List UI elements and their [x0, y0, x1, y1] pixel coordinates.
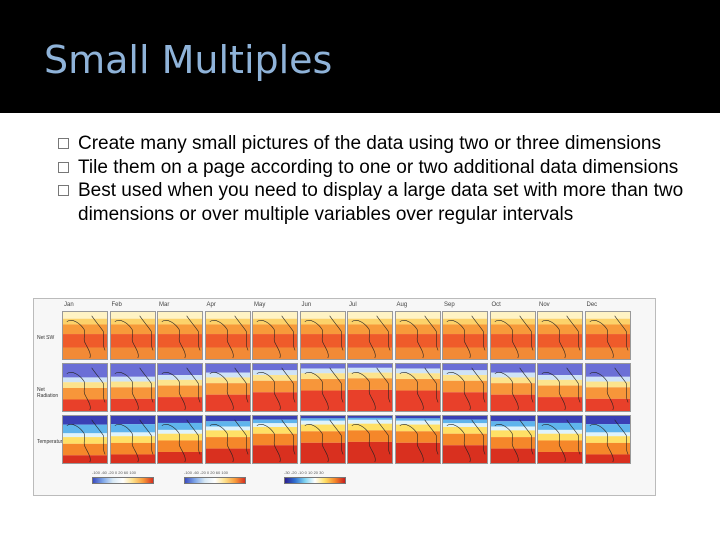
map-panel	[489, 311, 536, 360]
map-panel	[347, 363, 393, 412]
month-label: Mar	[159, 302, 170, 308]
map-panel	[109, 415, 156, 464]
small-multiples-figure: Jan Feb Mar Apr May Jun Jul Aug Sep Oct Nov Dec Net …	[33, 298, 656, 496]
row-label: Temperature	[37, 439, 66, 445]
month-label: Sep	[444, 302, 455, 308]
map-panel	[204, 363, 251, 412]
map-panel	[62, 415, 108, 464]
month-label: Aug	[396, 302, 408, 308]
bullet-text: Tile them on a page according to one or …	[78, 156, 679, 178]
row-label: Net SW	[37, 335, 55, 341]
map-panel	[442, 363, 488, 412]
bullet-list: Create many small pictures of the data u…	[58, 132, 688, 226]
row-label: Net Radiation	[37, 387, 59, 399]
title-bar: Small Multiples	[0, 0, 720, 113]
map-panel	[442, 415, 488, 464]
map-panel	[252, 415, 298, 464]
month-label: Feb	[111, 302, 122, 308]
map-panel	[109, 363, 156, 412]
month-label: Jan	[64, 302, 74, 308]
map-panel	[157, 363, 203, 412]
map-panel	[347, 311, 393, 360]
colorbar	[184, 477, 246, 484]
slide-title: Small Multiples	[44, 38, 333, 82]
bullet-item: Tile them on a page according to one or …	[58, 156, 688, 180]
colorbar-ticks: -100 -60 -20 0 20 60 100	[92, 470, 137, 475]
map-panel	[252, 311, 298, 360]
month-label: Oct	[491, 302, 501, 308]
bullet-text: Best used when you need to display a lar…	[78, 180, 684, 225]
map-panel	[584, 363, 631, 412]
month-label: Dec	[586, 302, 598, 308]
map-panel	[157, 415, 203, 464]
checkbox-bullet-icon	[58, 138, 69, 149]
map-panel	[489, 363, 536, 412]
map-panel	[299, 415, 346, 464]
map-panel	[299, 363, 346, 412]
map-panel	[252, 363, 298, 412]
colorbar	[284, 477, 346, 484]
month-label: Jun	[301, 302, 312, 308]
map-panel	[584, 311, 631, 360]
map-panel	[204, 311, 251, 360]
month-label: Apr	[206, 302, 216, 308]
colorbar-ticks: -30 -20 -10 0 10 20 30	[284, 470, 324, 475]
map-panel	[394, 363, 441, 412]
map-panel	[62, 311, 108, 360]
bullet-item: Best used when you need to display a lar…	[58, 179, 688, 226]
bullet-text: Create many small pictures of the data u…	[78, 133, 661, 154]
month-label: May	[254, 302, 266, 308]
map-panel	[537, 311, 583, 360]
map-panel	[489, 415, 536, 464]
map-panel	[394, 415, 441, 464]
bullet-item: Create many small pictures of the data u…	[58, 132, 688, 156]
map-panel	[347, 415, 393, 464]
map-panel	[442, 311, 488, 360]
colorbar-ticks: -100 -60 -20 0 20 60 100	[184, 470, 229, 475]
map-panel	[584, 415, 631, 464]
map-panel	[394, 311, 441, 360]
month-label: Nov	[539, 302, 550, 308]
map-panel	[157, 311, 203, 360]
map-panel	[62, 363, 108, 412]
map-panel	[204, 415, 251, 464]
map-panel	[109, 311, 156, 360]
month-label: Jul	[349, 302, 357, 308]
map-panel	[537, 363, 583, 412]
map-panel	[299, 311, 346, 360]
checkbox-bullet-icon	[58, 185, 69, 196]
map-panel	[537, 415, 583, 464]
colorbar	[92, 477, 154, 484]
checkbox-bullet-icon	[58, 161, 69, 173]
